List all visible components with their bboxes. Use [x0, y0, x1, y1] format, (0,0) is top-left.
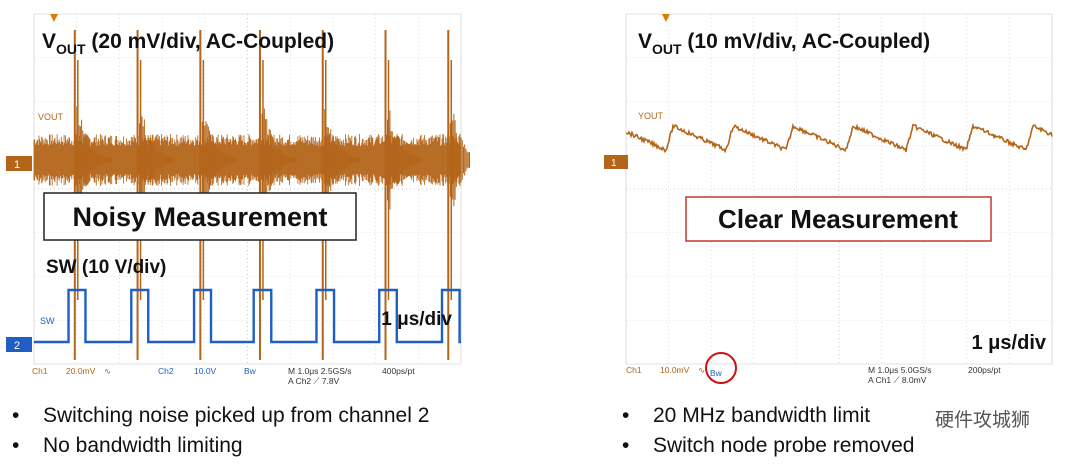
right-status-bar: Ch1 10.0mV ∿ Bw M 1.0μs 5.0GS/s A Ch1 ⟋ … — [626, 365, 1001, 385]
left-bullets: Switching noise picked up from channel 2… — [0, 401, 560, 461]
right-vout-trace-label: YOUT — [638, 111, 664, 121]
right-title: VOUT (10 mV/div, AC-Coupled) — [638, 30, 930, 57]
right-vout-trace — [625, 122, 1053, 154]
sw-waveform — [34, 288, 461, 344]
left-callout-box — [43, 192, 357, 241]
right-callout-box — [685, 196, 992, 242]
vout-ripple — [625, 122, 1053, 154]
left-grid — [33, 13, 462, 365]
right-scope-display: 1 YOUT VOUT (10 mV/div, AC-Coupled) Clea… — [604, 13, 1053, 385]
right-trigger-marker — [662, 14, 670, 22]
left-trigger-marker — [50, 14, 58, 22]
svg-text:10.0mV: 10.0mV — [660, 365, 690, 375]
sw-label: SW (10 V/div) — [46, 257, 166, 278]
svg-text:1: 1 — [611, 158, 617, 169]
svg-text:Ch1: Ch1 — [626, 365, 642, 375]
left-title: VOUT (20 mV/div, AC-Coupled) — [42, 30, 334, 57]
left-callout: Noisy Measurement — [72, 202, 327, 232]
svg-text:10.0V: 10.0V — [194, 366, 217, 376]
svg-text:Ch1: Ch1 — [32, 366, 48, 376]
svg-text:1: 1 — [14, 159, 20, 171]
left-ch2-marker: 2 — [6, 337, 32, 352]
svg-text:A Ch1 ⟋ 8.0mV: A Ch1 ⟋ 8.0mV — [868, 375, 927, 385]
svg-text:∿: ∿ — [104, 366, 111, 376]
left-scope-display: 1 2 VOUT SW VOUT (20 mV/div, AC-Coupled)… — [6, 13, 470, 386]
right-bullets: 20 MHz bandwidth limit Switch node probe… — [610, 401, 1070, 461]
right-ch1-marker: 1 — [604, 155, 628, 169]
watermark: 硬件攻城狮 — [935, 409, 1031, 431]
right-bullet-2: Switch node probe removed — [610, 431, 1070, 461]
right-scope-panel: 1 YOUT VOUT (10 mV/div, AC-Coupled) Clea… — [600, 0, 1070, 395]
left-status-bar: Ch1 20.0mV ∿ Ch2 10.0V Bw M 1.0μs 2.5GS/… — [32, 366, 415, 386]
svg-text:2: 2 — [14, 340, 20, 352]
left-sw-trace-label: SW — [40, 316, 55, 326]
left-bullet-1: Switching noise picked up from channel 2 — [0, 401, 560, 431]
right-timebase: 1 μs/div — [972, 332, 1047, 354]
svg-text:200ps/pt: 200ps/pt — [968, 365, 1001, 375]
svg-text:Bw: Bw — [244, 366, 257, 376]
right-callout: Clear Measurement — [718, 204, 958, 234]
left-ch1-marker: 1 — [6, 156, 32, 171]
svg-text:M 1.0μs 5.0GS/s: M 1.0μs 5.0GS/s — [868, 365, 931, 375]
svg-text:Bw: Bw — [710, 368, 723, 378]
left-sw-trace — [34, 288, 461, 344]
left-vout-trace-label: VOUT — [38, 112, 64, 122]
right-bullet-1: 20 MHz bandwidth limit — [610, 401, 1070, 431]
svg-text:400ps/pt: 400ps/pt — [382, 366, 415, 376]
svg-text:M 1.0μs 2.5GS/s: M 1.0μs 2.5GS/s — [288, 366, 351, 376]
bandwidth-limit-highlight — [705, 352, 737, 384]
left-scope-panel: 1 2 VOUT SW VOUT (20 mV/div, AC-Coupled)… — [0, 0, 470, 395]
left-bullet-2: No bandwidth limiting — [0, 431, 560, 461]
svg-text:Ch2: Ch2 — [158, 366, 174, 376]
left-timebase: 1 μs/div — [381, 309, 452, 330]
svg-text:∿: ∿ — [698, 365, 705, 375]
svg-text:20.0mV: 20.0mV — [66, 366, 96, 376]
svg-text:A Ch2 ⟋ 7.8V: A Ch2 ⟋ 7.8V — [288, 376, 340, 386]
